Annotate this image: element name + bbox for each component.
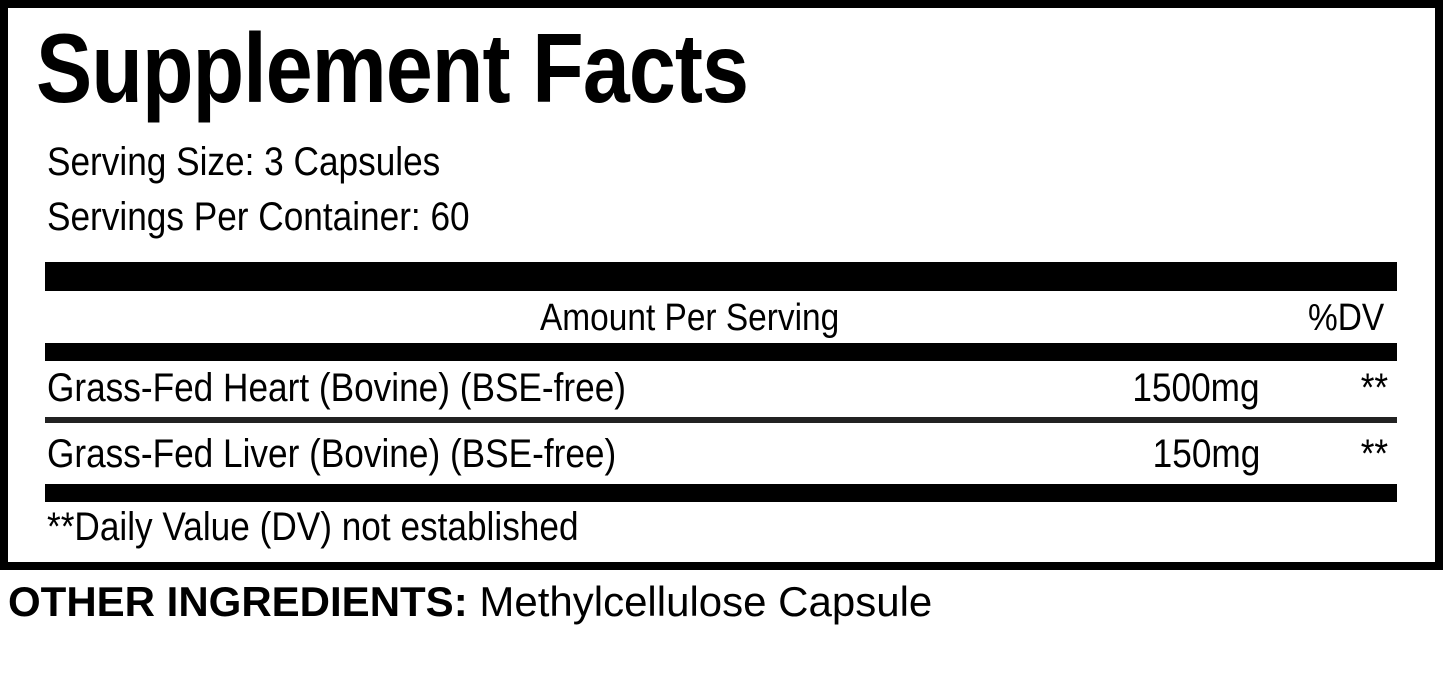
ingredient-name: Grass-Fed Heart (Bovine) (BSE-free) bbox=[47, 366, 626, 410]
other-ingredients-value: Methylcellulose Capsule bbox=[479, 578, 933, 625]
thin-divider bbox=[45, 417, 1397, 423]
divider bbox=[45, 343, 1397, 361]
thick-divider bbox=[45, 262, 1397, 291]
dv-header: %DV bbox=[1308, 297, 1385, 339]
other-ingredients: OTHER INGREDIENTS: Methylcellulose Capsu… bbox=[8, 578, 932, 626]
footnote: **Daily Value (DV) not established bbox=[47, 505, 579, 549]
other-ingredients-label: OTHER INGREDIENTS: bbox=[8, 578, 468, 625]
ingredient-dv: ** bbox=[1360, 366, 1388, 410]
serving-size: Serving Size: 3 Capsules bbox=[47, 140, 441, 184]
ingredient-name: Grass-Fed Liver (Bovine) (BSE-free) bbox=[47, 432, 617, 476]
panel-title: Supplement Facts bbox=[36, 13, 749, 123]
ingredient-dv: ** bbox=[1360, 432, 1388, 476]
supplement-facts-panel bbox=[0, 0, 1443, 570]
ingredient-amount: 150mg bbox=[1152, 432, 1260, 476]
amount-per-serving-header: Amount Per Serving bbox=[540, 297, 840, 339]
servings-per-container: Servings Per Container: 60 bbox=[47, 195, 470, 239]
divider bbox=[45, 484, 1397, 502]
ingredient-amount: 1500mg bbox=[1132, 366, 1260, 410]
